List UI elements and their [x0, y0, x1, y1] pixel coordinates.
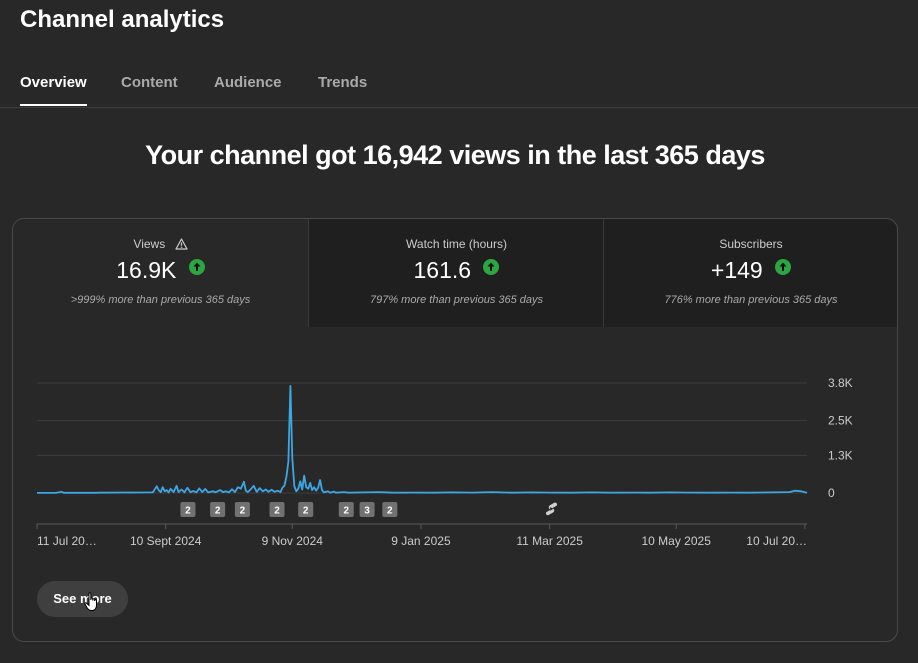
x-tick-label: 10 Sept 2024 [130, 534, 202, 548]
tab-overview[interactable]: Overview [20, 74, 87, 106]
views-line [36, 385, 808, 494]
trend-up-icon [188, 259, 205, 275]
metric-tabs: Views 16.9K >999% more than [13, 219, 897, 327]
warning-icon[interactable] [174, 238, 188, 253]
video-marker [382, 502, 398, 517]
video-marker [234, 502, 250, 517]
see-more-button[interactable]: See more [37, 581, 128, 617]
overview-card: Views 16.9K >999% more than [12, 218, 898, 642]
tab-audience[interactable]: Audience [214, 74, 282, 91]
metric-label: Subscribers [719, 237, 783, 251]
tab-content[interactable]: Content [121, 74, 178, 91]
video-marker-count: 2 [240, 506, 246, 517]
video-marker-count: 2 [387, 506, 393, 517]
tab-bar: Overview Content Audience Trends [0, 60, 918, 108]
metric-views[interactable]: Views 16.9K >999% more than [13, 219, 308, 327]
tab-trends[interactable]: Trends [318, 74, 368, 91]
metric-watch-time[interactable]: Watch time (hours) 161.6 797% more than … [308, 219, 604, 327]
metric-value-text: 161.6 [413, 257, 472, 283]
metric-label: Watch time (hours) [406, 237, 507, 251]
metric-label: Views [13, 237, 308, 253]
x-tick-label: 9 Nov 2024 [262, 534, 324, 548]
video-marker [359, 502, 375, 517]
y-tick-label: 1.3K [828, 448, 853, 462]
trend-up-icon [775, 259, 792, 275]
video-marker [338, 502, 354, 517]
metric-value: 16.9K [13, 257, 308, 284]
metric-label-text: Views [133, 237, 166, 251]
video-marker [298, 502, 314, 517]
x-tick-label: 11 Jul 20… [37, 534, 97, 548]
views-chart[interactable]: 3.8K 2.5K 1.3K 0 11 Jul 20… 10 Sept 2024 9 Nov… [13, 327, 897, 577]
x-tick-label: 9 Jan 2025 [391, 534, 451, 548]
views-headline: Your channel got 16,942 views in the las… [145, 140, 765, 170]
shorts-icon [545, 502, 558, 516]
metric-change: 776% more than previous 365 days [664, 294, 838, 306]
trend-up-icon [483, 259, 500, 275]
metric-value: 161.6 [309, 257, 604, 284]
video-marker [180, 502, 196, 517]
video-marker [269, 502, 285, 517]
video-marker [210, 502, 226, 517]
x-tick-label: 11 Mar 2025 [516, 534, 583, 548]
metric-value-text: 16.9K [116, 257, 177, 283]
metric-value-text: +149 [710, 257, 763, 283]
y-tick-label: 3.8K [828, 376, 853, 390]
video-marker-count: 2 [215, 506, 221, 517]
x-tick-label: 10 Jul 20… [746, 534, 807, 548]
x-tick-label: 10 May 2025 [642, 534, 712, 548]
metric-change: 797% more than previous 365 days [369, 294, 544, 306]
video-marker-count: 2 [274, 506, 280, 517]
metric-change: >999% more than previous 365 days [70, 294, 251, 306]
page-title: Channel analytics [20, 6, 225, 33]
video-marker-count: 3 [364, 506, 370, 517]
video-marker-count: 2 [185, 506, 191, 517]
hand-cursor-icon [84, 592, 100, 617]
video-marker-count: 2 [303, 506, 309, 517]
metric-subscribers[interactable]: Subscribers +149 776% more than previous… [603, 219, 897, 327]
video-marker-count: 2 [344, 506, 350, 517]
metric-value: +149 [604, 257, 897, 284]
y-tick-label: 0 [828, 486, 835, 500]
y-tick-label: 2.5K [828, 414, 853, 428]
